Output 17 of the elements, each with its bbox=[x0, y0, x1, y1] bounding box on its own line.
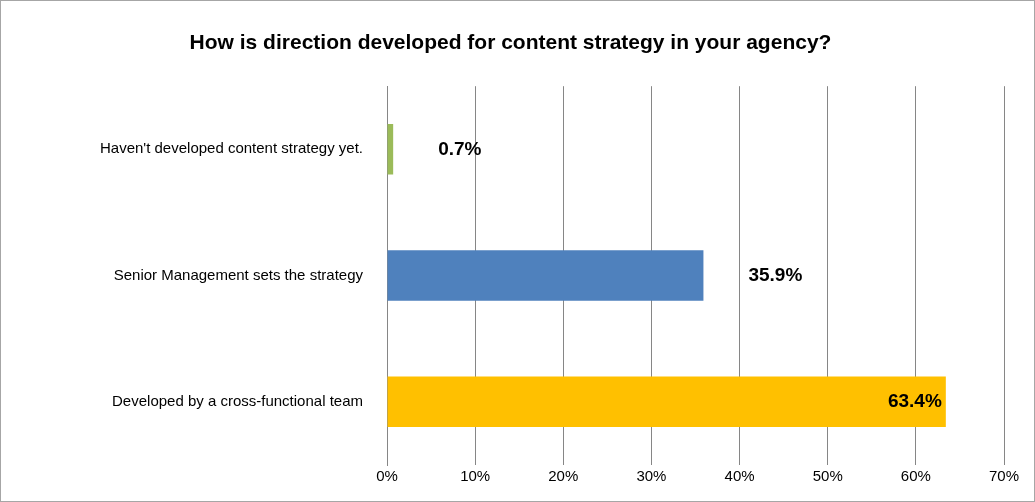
x-tick-label: 50% bbox=[812, 467, 843, 485]
x-tick-label: 10% bbox=[460, 467, 491, 485]
chart-title: How is direction developed for content strategy in your agency? bbox=[189, 30, 832, 54]
y-tick-label: Senior Management sets the strategy bbox=[113, 265, 364, 283]
x-tick-label: 20% bbox=[548, 467, 579, 485]
x-tick-label: 40% bbox=[724, 467, 755, 485]
y-tick-label: Haven't developed content strategy yet. bbox=[99, 139, 363, 157]
x-tick-label: 30% bbox=[636, 467, 667, 485]
bar bbox=[387, 376, 946, 428]
x-tick-label: 70% bbox=[988, 467, 1020, 485]
x-tick-label: 0% bbox=[376, 467, 398, 485]
y-tick-label: Developed by a cross-functional team bbox=[112, 392, 363, 410]
bar bbox=[387, 250, 704, 301]
data-label: 63.4% bbox=[887, 390, 942, 412]
data-label: 35.9% bbox=[748, 263, 803, 285]
x-tick-label: 60% bbox=[900, 467, 931, 485]
data-label: 0.7% bbox=[438, 137, 482, 159]
